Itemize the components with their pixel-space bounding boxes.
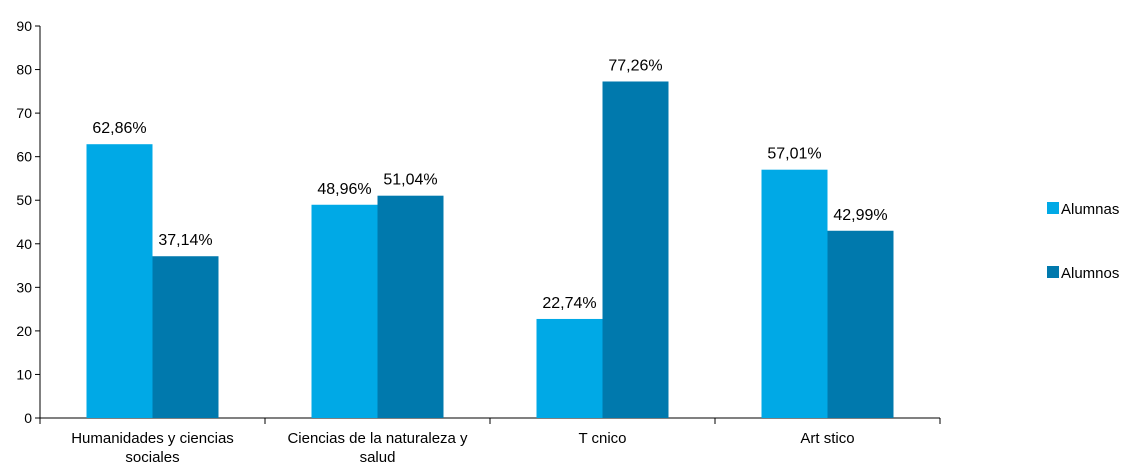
x-category-label: Humanidades y ciencias [71,430,234,447]
x-category-label: T cnico [578,430,626,447]
y-axis: 0 10 20 30 40 50 60 70 80 90 [16,18,41,426]
data-label: 51,04% [383,172,437,189]
data-label: 62,86% [92,120,146,137]
y-tick-label: 20 [16,323,32,339]
y-tick-label: 0 [24,410,32,426]
y-tick-label: 30 [16,279,32,295]
y-tick-label: 60 [16,149,32,165]
y-tick-label: 40 [16,236,32,252]
y-tick-label: 90 [16,18,32,34]
bar-alumnos [377,195,444,418]
data-label: 37,14% [158,232,212,249]
legend-label-alumnas: Alumnas [1061,201,1119,218]
y-tick-label: 70 [16,105,32,121]
bar-alumnas [311,204,378,418]
bar-alumnas [536,318,603,418]
y-tick-label: 10 [16,366,32,382]
x-category-label: Ciencias de la naturaleza y [287,430,468,447]
x-category-label: salud [360,449,396,466]
x-category-label: Art stico [800,430,854,447]
legend-label-alumnos: Alumnos [1061,265,1119,282]
data-label: 22,74% [542,295,596,312]
data-labels: 62,86% 37,14% 48,96% 51,04% 22,74% 77,26% 57,0… [92,57,887,311]
legend: Alumnas Alumnos [1047,201,1119,282]
bar-alumnas [86,144,153,418]
x-axis: Humanidades y ciencias sociales Ciencias d… [39,417,941,466]
y-tick-label: 50 [16,192,32,208]
legend-swatch-alumnas [1047,202,1059,214]
bars [86,81,894,418]
bar-alumnas [761,169,828,418]
legend-swatch-alumnos [1047,266,1059,278]
data-label: 57,01% [767,146,821,163]
bar-alumnos [602,81,669,418]
data-label: 42,99% [833,207,887,224]
data-label: 77,26% [608,57,662,74]
y-tick-label: 80 [16,62,32,78]
bar-alumnos [152,256,219,418]
data-label: 48,96% [317,181,371,198]
x-category-label: sociales [125,449,179,466]
bar-alumnos [827,230,894,418]
